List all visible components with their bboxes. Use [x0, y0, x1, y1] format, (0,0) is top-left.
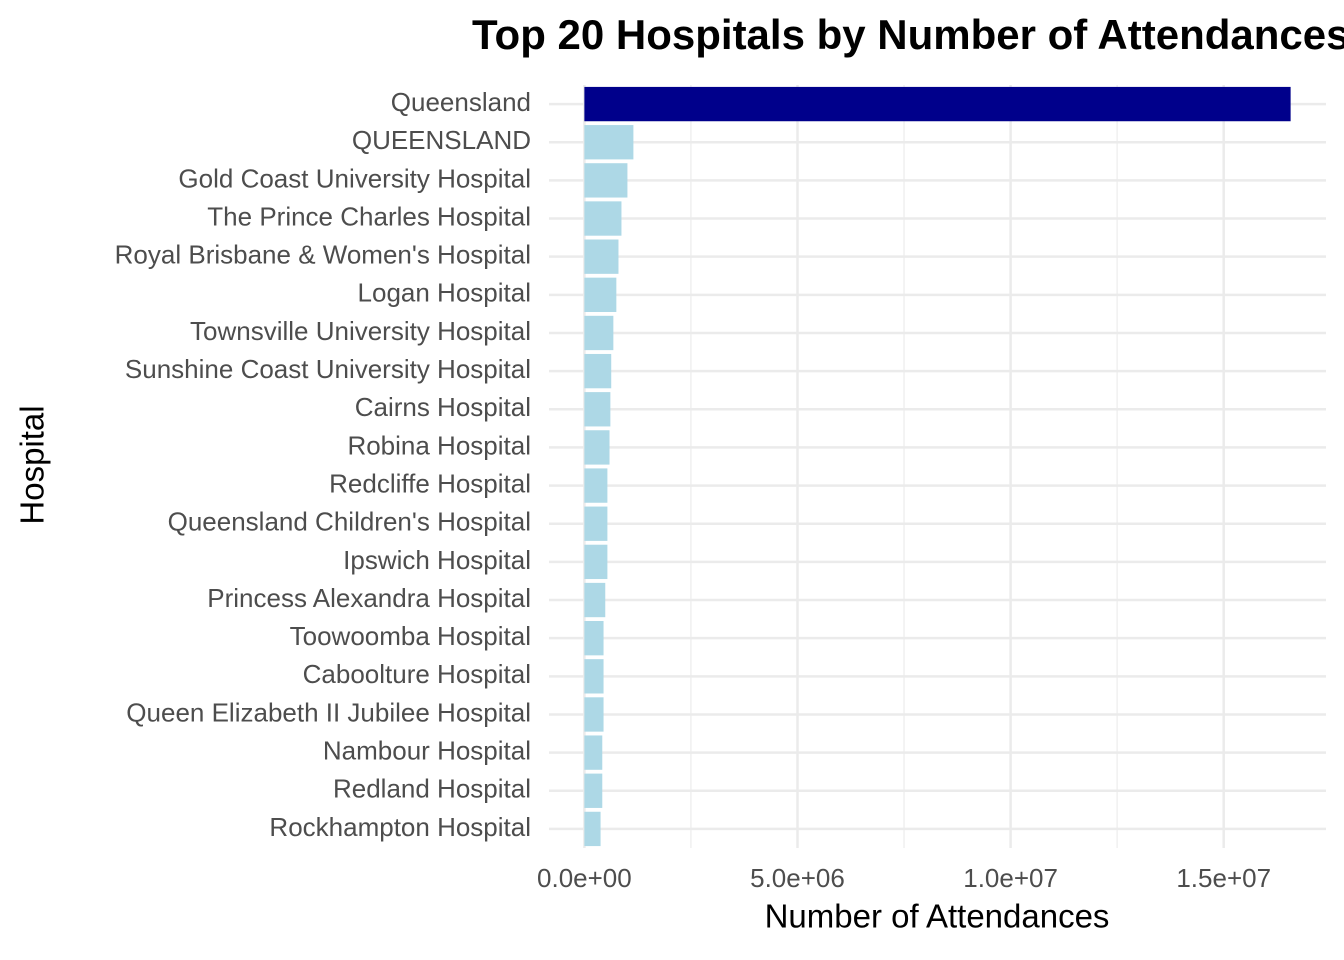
y-tick-label: Princess Alexandra Hospital [207, 583, 531, 613]
y-tick-label: Cairns Hospital [355, 392, 531, 422]
x-tick-label: 1.5e+07 [1176, 863, 1271, 893]
bar [584, 468, 608, 503]
bar [584, 811, 601, 847]
bar [584, 353, 612, 389]
y-tick-label: Queensland Children's Hospital [168, 507, 531, 537]
bar [584, 582, 606, 618]
y-tick-label: Logan Hospital [358, 278, 531, 308]
y-tick-label: Queensland [391, 87, 531, 117]
y-tick-label: Toowoomba Hospital [290, 621, 531, 651]
y-tick-label: The Prince Charles Hospital [207, 201, 531, 231]
y-tick-label: QUEENSLAND [352, 125, 531, 155]
y-tick-label: Caboolture Hospital [303, 659, 531, 689]
y-tick-label: Sunshine Coast University Hospital [125, 354, 531, 384]
y-tick-label: Robina Hospital [347, 430, 531, 460]
bar [584, 315, 614, 351]
y-tick-label: Redland Hospital [333, 774, 531, 804]
bar [584, 86, 1291, 122]
bar [584, 163, 628, 198]
bar [584, 201, 622, 236]
x-tick-label: 5.0e+06 [750, 863, 845, 893]
bar [584, 659, 604, 694]
y-tick-label: Rockhampton Hospital [269, 812, 531, 842]
x-tick-label: 0.0e+00 [537, 863, 632, 893]
x-axis-title: Number of Attendances [765, 898, 1110, 935]
y-axis-title: Hospital [14, 405, 51, 524]
y-tick-label: Royal Brisbane & Women's Hospital [115, 240, 531, 270]
bar [584, 506, 608, 541]
y-tick-label: Nambour Hospital [323, 736, 531, 766]
bar [584, 125, 634, 160]
bar [584, 621, 604, 656]
y-tick-label: Redcliffe Hospital [329, 468, 531, 498]
y-tick-label: Ipswich Hospital [343, 545, 531, 575]
bar [584, 277, 617, 312]
y-tick-label: Gold Coast University Hospital [178, 163, 531, 193]
y-tick-label: Queen Elizabeth II Jubilee Hospital [126, 697, 531, 727]
chart-title: Top 20 Hospitals by Number of Attendance… [472, 11, 1344, 58]
bar [584, 773, 603, 808]
bar [584, 735, 603, 770]
x-tick-label: 1.0e+07 [963, 863, 1058, 893]
bar [584, 430, 610, 465]
bar [584, 239, 619, 274]
bar [584, 544, 608, 580]
bar [584, 392, 611, 427]
y-tick-label: Townsville University Hospital [190, 316, 531, 346]
bar [584, 697, 604, 732]
